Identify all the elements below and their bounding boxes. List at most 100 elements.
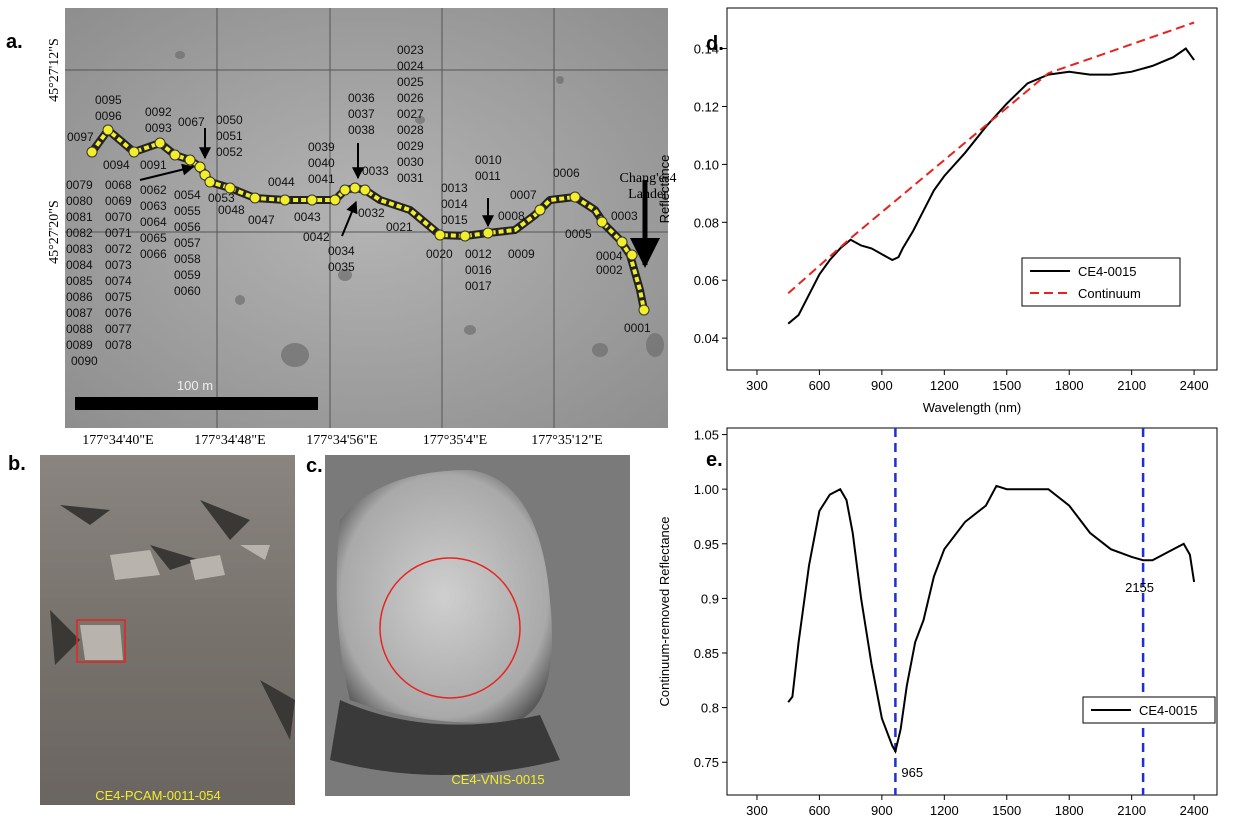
waypoint-label: 0005 [565,227,592,241]
y-axis-label: Reflectance [657,155,672,224]
waypoint-label: 0094 [103,158,130,172]
marker-label: 2155 [1125,580,1154,595]
waypoint-label: 0060 [174,284,201,298]
legend-label: CE4-0015 [1139,703,1198,718]
lat-label: 45°27'20"S [47,200,62,264]
waypoint-label: 0082 [66,226,93,240]
legend-label: Continuum [1078,286,1141,301]
x-tick-label: 1200 [930,378,959,393]
waypoint-label: 0008 [498,209,525,223]
waypoint-label: 0037 [348,107,375,121]
waypoint-label: 0096 [95,109,122,123]
waypoint-label: 0003 [611,209,638,223]
scale-label: 100 m [177,378,213,393]
legend-label: CE4-0015 [1078,264,1137,279]
waypoint-label: 0087 [66,306,93,320]
waypoint-label: 0021 [386,220,413,234]
waypoint-label: 0028 [397,123,424,137]
waypoint-label: 0062 [140,183,167,197]
panel-label: a. [6,31,23,53]
waypoint-label: 0055 [174,204,201,218]
waypoint-label: 0057 [174,236,201,250]
waypoint-label: 0031 [397,171,424,185]
waypoint-label: 0072 [105,242,132,256]
waypoint-label: 0075 [105,290,132,304]
y-tick-label: 0.14 [694,42,719,57]
waypoint-label: 0015 [441,213,468,227]
lon-labels: 177°34'40"E177°34'48"E177°34'56"E177°35'… [82,433,602,448]
y-tick-label: 0.10 [694,157,719,172]
x-tick-label: 1500 [992,378,1021,393]
lon-label: 177°34'48"E [194,433,265,448]
lon-label: 177°35'12"E [531,433,602,448]
waypoint-label: 0073 [105,258,132,272]
waypoint-label: 0048 [218,203,245,217]
waypoint-label: 0052 [216,145,243,159]
waypoint-label: 0077 [105,322,132,336]
waypoint-label: 0084 [66,258,93,272]
waypoint-label: 0035 [328,260,355,274]
waypoint-label: 0040 [308,156,335,170]
waypoint-label: 0017 [465,279,492,293]
y-tick-label: 0.95 [694,537,719,552]
waypoint-label: 0083 [66,242,93,256]
marker-label: 965 [901,765,923,780]
waypoint-label: 0050 [216,113,243,127]
plot-frame [727,8,1217,370]
y-tick-label: 0.08 [694,215,719,230]
waypoint-label: 0056 [174,220,201,234]
panel-label: c. [306,455,323,477]
x-tick-label: 1800 [1055,378,1084,393]
waypoint-label: 0090 [71,354,98,368]
waypoint-label: 0058 [174,252,201,266]
photo-caption: CE4-PCAM-0011-054 [95,788,220,803]
x-tick-label: 300 [746,378,768,393]
waypoint-label: 0024 [397,59,424,73]
waypoint-label: 0011 [475,169,501,183]
waypoint-label: 0027 [397,107,424,121]
rock [337,470,552,723]
waypoint-label: 0029 [397,139,424,153]
lat-label: 45°27'12"S [47,38,62,102]
y-tick-label: 0.8 [701,701,719,716]
waypoint-label: 0012 [465,247,492,261]
y-tick-label: 1.00 [694,482,719,497]
x-tick-label: 900 [871,378,893,393]
scale-bar [75,397,318,410]
x-tick-label: 2400 [1180,378,1209,393]
waypoint-label: 0030 [397,155,424,169]
waypoint-label: 0025 [397,75,424,89]
x-tick-label: 1800 [1055,803,1084,818]
waypoint-label: 0010 [475,153,502,167]
waypoint-label: 0068 [105,178,132,192]
waypoint-label: 0014 [441,197,468,211]
waypoint-label: 0054 [174,188,201,202]
y-tick-label: 0.9 [701,591,719,606]
waypoint-label: 0043 [294,210,321,224]
waypoint-label: 0034 [328,244,355,258]
y-tick-label: 0.75 [694,755,719,770]
waypoint-label: 0070 [105,210,132,224]
waypoint-label: 0038 [348,123,375,137]
waypoint-label: 0078 [105,338,132,352]
waypoint-label: 0047 [248,213,275,227]
x-tick-label: 300 [746,803,768,818]
x-tick-label: 2100 [1117,378,1146,393]
waypoint-label: 0006 [553,166,580,180]
waypoint-label: 0059 [174,268,201,282]
y-tick-label: 0.04 [694,331,719,346]
waypoint-label: 0036 [348,91,375,105]
waypoint-label: 0085 [66,274,93,288]
waypoint-label: 0081 [66,210,93,224]
panel-label: e. [706,449,723,471]
waypoint-label: 0065 [140,231,167,245]
x-tick-label: 1500 [992,803,1021,818]
x-tick-label: 600 [809,803,831,818]
waypoint-label: 0032 [358,206,385,220]
waypoint-label: 0091 [140,158,167,172]
waypoint-label: 0023 [397,43,424,57]
waypoint-label: 0039 [308,140,335,154]
y-tick-label: 0.06 [694,273,719,288]
waypoint-label: 0088 [66,322,93,336]
waypoint-label: 0007 [510,188,537,202]
